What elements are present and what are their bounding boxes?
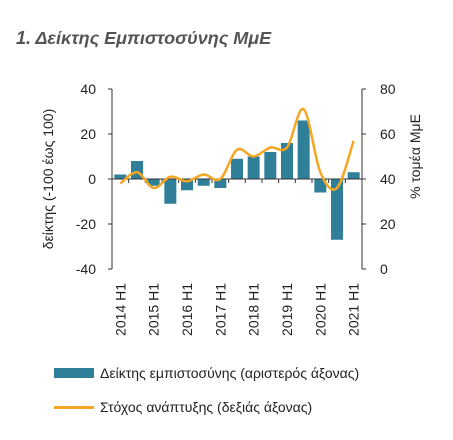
right-tick-label: 80 [380,81,396,97]
bar [297,120,310,179]
x-tick-label: 2014 H1 [112,283,128,336]
x-tick-label: 2015 H1 [146,283,162,336]
left-tick-label: -40 [76,261,96,277]
line-series [119,107,355,191]
chart-title: 1. Δείκτης Εμπιστοσύνης ΜμΕ [16,28,272,48]
x-tick-label: 2020 H1 [312,283,328,336]
x-tick-label: 2019 H1 [279,283,295,336]
bar [181,179,193,191]
left-tick-label: -20 [76,216,96,232]
bar [314,179,327,193]
x-tick-label: 2018 H1 [246,283,262,336]
left-axis-ticks: -40 -20 0 20 40 [76,81,96,277]
bar [347,172,360,179]
bar-series [114,120,360,240]
right-tick-label: 20 [380,216,396,232]
right-axis-label: % τομέα ΜμΕ [407,114,423,199]
bar [164,179,177,204]
bar [331,179,343,240]
bar [247,156,260,179]
x-axis-ticks: 2014 H1 2015 H1 2016 H1 2017 H1 2018 H1 2019 … [112,283,361,336]
bar [231,158,243,179]
axes [108,88,366,270]
x-tick-label: 2017 H1 [212,283,228,336]
right-tick-label: 60 [380,126,396,142]
right-tick-label: 40 [380,171,396,187]
right-axis-ticks: 0 20 40 60 80 [380,81,396,277]
left-axis-label: δείκτης (-100 έως 100) [40,109,56,250]
left-tick-label: 20 [80,126,96,142]
bar [214,179,227,188]
bar [281,143,293,179]
growth-target-line [119,107,355,191]
bar [147,179,160,186]
x-tick-label: 2021 H1 [346,283,362,336]
x-tick-label: 2016 H1 [179,283,195,336]
bar [197,179,210,186]
left-tick-label: 0 [88,171,96,187]
bar [264,152,277,179]
left-tick-label: 40 [80,81,96,97]
bar [114,174,127,179]
right-tick-label: 0 [380,261,388,277]
